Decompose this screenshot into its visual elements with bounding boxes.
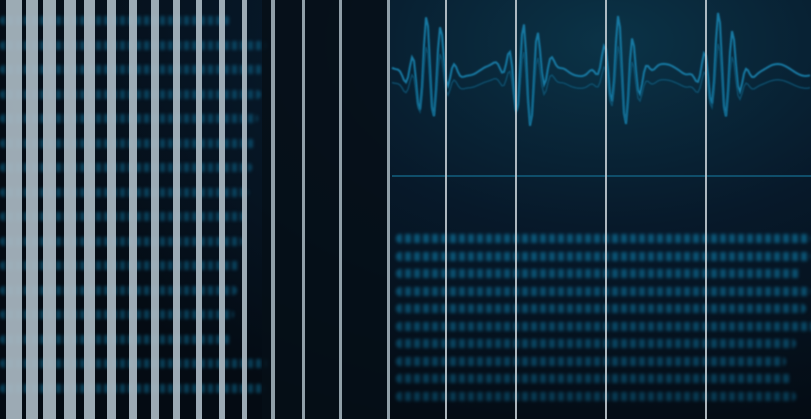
vertical-light-bar [173,0,180,419]
vertical-light-bar [26,0,38,419]
waveform-echo-line [391,43,811,124]
waveform-line [391,12,811,126]
vertical-light-bar [129,0,137,419]
left-data-row [0,212,246,221]
right-data-row [396,374,791,383]
dark-middle-band [262,0,390,419]
left-data-row [0,187,249,197]
vertical-light-bar [242,0,247,419]
vertical-light-bar [43,0,56,419]
vertical-light-bar [196,0,202,419]
vertical-light-bar [302,0,305,419]
vertical-light-bar [387,0,390,419]
vertical-light-bar [271,0,275,419]
left-data-row [0,163,252,172]
vertical-light-bar [219,0,225,419]
vertical-light-bar [84,0,95,419]
right-data-row [396,251,811,261]
left-data-row [0,261,240,270]
left-data-row [0,236,243,246]
right-data-row [396,269,801,278]
right-data-row [396,234,811,243]
vertical-light-bar [515,0,517,419]
right-data-row [396,339,796,348]
vertical-light-bar [705,0,707,419]
vertical-light-bar [339,0,342,419]
left-data-row [0,310,234,319]
left-data-row [0,285,237,295]
right-data-row [396,391,796,401]
left-data-row [0,138,255,148]
right-data-row [396,356,786,366]
vertical-light-bar [6,0,22,419]
vertical-light-bar [107,0,116,419]
vertical-light-bar [151,0,159,419]
vertical-light-bar [605,0,607,419]
right-data-row [396,321,811,331]
right-data-row [396,304,806,313]
right-data-row [396,286,811,296]
vertical-light-bar [64,0,76,419]
vertical-light-bar [445,0,447,419]
